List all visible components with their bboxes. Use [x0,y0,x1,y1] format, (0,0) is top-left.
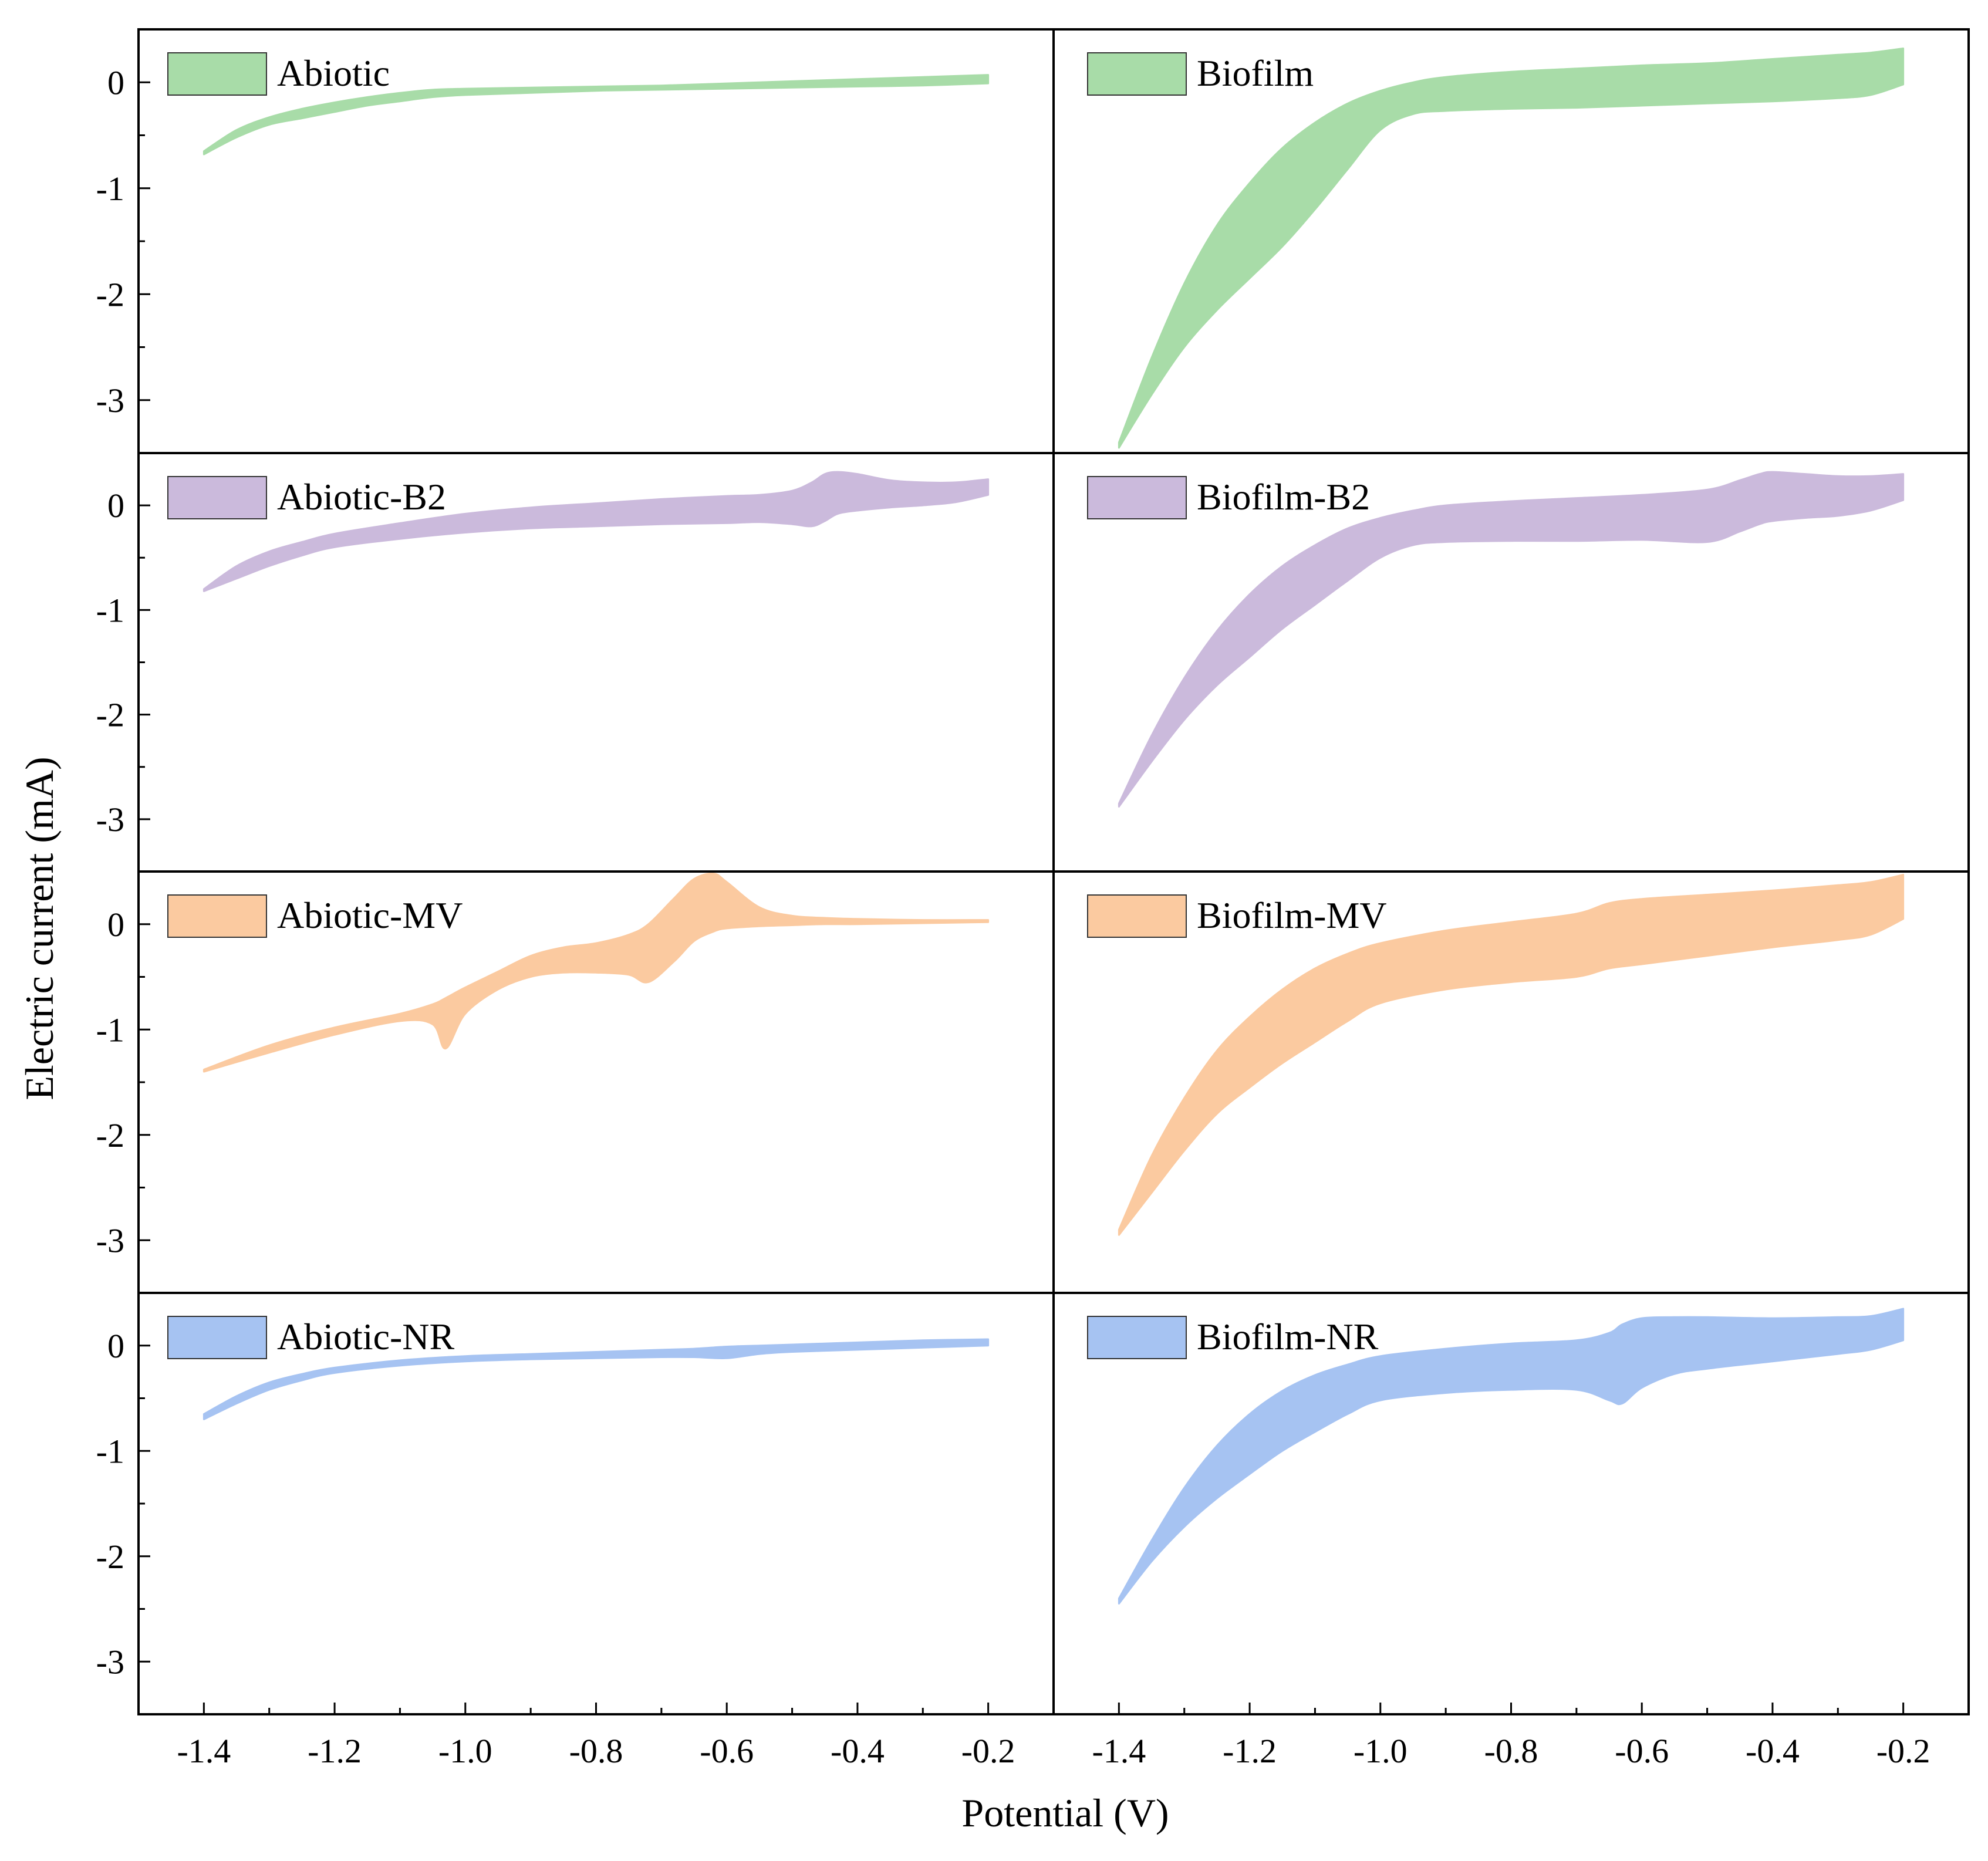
y-tick-label: -2 [96,1116,124,1154]
legend-biofilm-b2: Biofilm-B2 [1087,476,1370,519]
legend-swatch [167,52,267,96]
legend-label: Abiotic-MV [277,894,463,936]
y-tick-label: 0 [107,63,124,102]
x-tick-label: -1.2 [308,1732,362,1770]
panel-abiotic-mv: Abiotic-MV [167,872,990,1073]
y-tick-label: -1 [96,1432,124,1470]
y-tick-label: -1 [96,170,124,208]
panel-biofilm-b2: Biofilm-B2 [1087,471,1905,808]
x-tick-label: -1.2 [1223,1732,1277,1770]
legend-label: Abiotic [277,52,390,94]
x-tick-label: -0.8 [1484,1732,1538,1770]
cv-envelope-biofilm-mv [1118,873,1905,1236]
y-axes: 0 -1 -2 -3 0 -1 -2 -3 0 -1 -2 -3 0 -1 -2 -3 [96,28,150,1715]
x-axis-title: Potential (V) [961,1791,1169,1835]
x-tick-label: -0.8 [569,1732,623,1770]
panel-grid: Abiotic Biofilm Abiotic-B2 Biofilm-B2 Abioti… [167,48,1905,1605]
legend-abiotic: Abiotic [167,52,390,96]
cv-envelope-abiotic-mv [202,872,990,1073]
legend-swatch [1087,476,1187,519]
panel-abiotic: Abiotic [167,52,990,156]
y-tick-label: -3 [96,1221,124,1259]
x-axis-col-1: -1.4 -1.2 -1.0 -0.8 -0.6 -0.4 -0.2 [1092,1703,1930,1770]
panel-abiotic-nr: Abiotic-NR [167,1316,990,1420]
legend-label: Biofilm-MV [1197,894,1387,936]
x-tick-label: -0.4 [1746,1732,1800,1770]
x-tick-label: -1.4 [177,1732,231,1770]
panel-abiotic-b2: Abiotic-B2 [167,471,990,592]
x-tick-label: -0.6 [1615,1732,1669,1770]
y-tick-label: -1 [96,1011,124,1049]
y-tick-label: -2 [96,696,124,734]
cv-envelope-biofilm-nr [1118,1308,1905,1605]
panel-biofilm: Biofilm [1087,48,1905,449]
legend-swatch [1087,1316,1187,1359]
x-tick-label: -0.6 [700,1732,754,1770]
y-tick-label: -2 [96,275,124,313]
legend-biofilm-nr: Biofilm-NR [1087,1316,1379,1359]
legend-biofilm: Biofilm [1087,52,1314,96]
y-tick-label: 0 [107,1327,124,1365]
legend-abiotic-mv: Abiotic-MV [167,894,463,938]
panel-biofilm-nr: Biofilm-NR [1087,1308,1905,1605]
y-tick-label: -3 [96,1643,124,1681]
y-tick-label: 0 [107,487,124,525]
legend-label: Biofilm-B2 [1197,476,1370,518]
legend-swatch [1087,52,1187,96]
x-axes: -1.4 -1.2 -1.0 -0.8 -0.6 -0.4 -0.2 -1.4 -1.2 -1.0… [177,1703,1930,1770]
x-tick-label: -0.2 [1876,1732,1930,1770]
legend-label: Abiotic-B2 [277,476,446,518]
x-tick-label: -0.2 [961,1732,1015,1770]
cv-envelope-abiotic-nr [202,1338,990,1420]
y-tick-label: -3 [96,801,124,839]
x-tick-label: -0.4 [831,1732,885,1770]
cv-envelope-abiotic-b2 [202,471,990,592]
y-axis-title: Electric current (mA) [17,756,62,1100]
y-tick-label: -3 [96,381,124,420]
legend-label: Biofilm-NR [1197,1316,1379,1357]
legend-label: Biofilm [1197,52,1314,94]
x-axis-col-0: -1.4 -1.2 -1.0 -0.8 -0.6 -0.4 -0.2 [177,1703,1015,1770]
cv-envelope-abiotic [202,74,990,156]
y-tick-label: 0 [107,906,124,944]
x-tick-label: -1.0 [1354,1732,1408,1770]
y-axis-row-0: 0 -1 -2 -3 [96,28,150,454]
panel-biofilm-mv: Biofilm-MV [1087,873,1905,1236]
y-axis-row-1: 0 -1 -2 -3 [96,452,150,873]
legend-label: Abiotic-NR [277,1316,455,1357]
x-tick-label: -1.4 [1092,1732,1146,1770]
legend-swatch [167,1316,267,1359]
legend-abiotic-b2: Abiotic-B2 [167,476,446,519]
y-axis-row-2: 0 -1 -2 -3 [96,870,150,1294]
cv-envelope-biofilm-b2 [1118,471,1905,808]
legend-swatch [167,476,267,519]
legend-abiotic-nr: Abiotic-NR [167,1316,455,1359]
y-axis-row-3: 0 -1 -2 -3 [96,1292,150,1715]
legend-swatch [167,894,267,938]
cv-envelope-biofilm [1118,48,1905,449]
legend-swatch [1087,894,1187,938]
x-tick-label: -1.0 [438,1732,492,1770]
legend-biofilm-mv: Biofilm-MV [1087,894,1387,938]
y-tick-label: -1 [96,591,124,629]
y-tick-label: -2 [96,1538,124,1576]
